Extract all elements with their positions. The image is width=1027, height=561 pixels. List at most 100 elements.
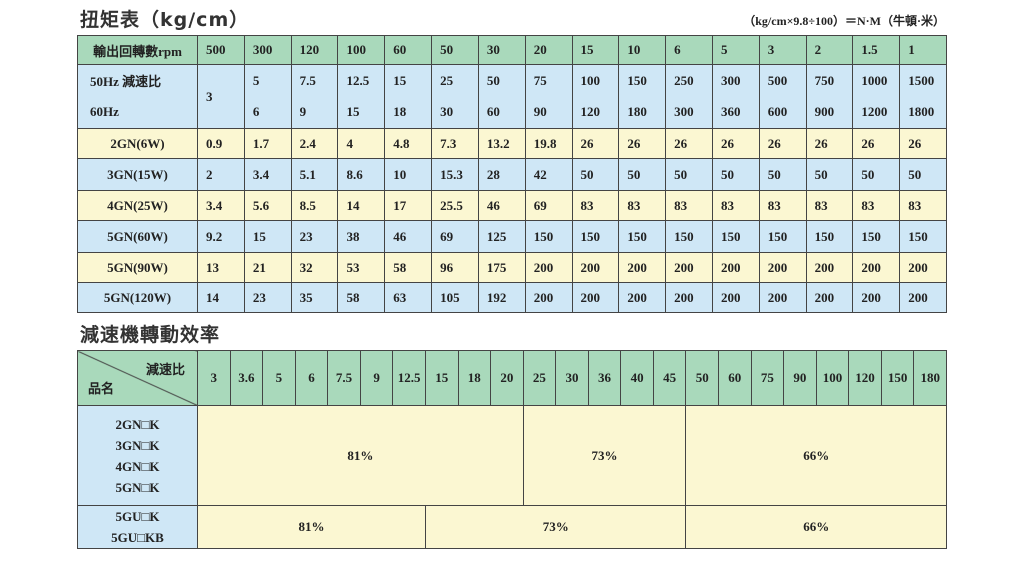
- torque-value: 9.2: [197, 220, 245, 253]
- torque-value: 83: [618, 190, 667, 221]
- torque-value: 200: [571, 282, 620, 313]
- rpm: 15: [571, 35, 620, 65]
- ratio: 300: [665, 96, 713, 129]
- ratio: 40: [620, 350, 654, 406]
- ratio: 25: [431, 64, 479, 97]
- ratio: 3.6: [229, 350, 264, 406]
- torque-value: 200: [899, 282, 947, 313]
- rpm: 20: [524, 35, 573, 65]
- ratio: 90: [783, 350, 817, 406]
- ratio: 300: [711, 64, 760, 97]
- torque-value: 63: [384, 282, 433, 313]
- ratio: 75: [750, 350, 785, 406]
- ratio: 1800: [899, 96, 947, 129]
- ratio: 120: [848, 350, 882, 406]
- torque-value: 150: [805, 220, 854, 253]
- ratio: 900: [805, 96, 854, 129]
- torque-value: 8.6: [337, 158, 386, 191]
- model: 5GN(120W): [77, 282, 198, 313]
- efficiency: 66%: [685, 405, 947, 506]
- torque-value: 83: [899, 190, 947, 221]
- rpm: 2: [805, 35, 854, 65]
- torque-value: 5.6: [243, 190, 292, 221]
- torque-value: 150: [899, 220, 947, 253]
- ratio: 7.5: [327, 350, 361, 406]
- ratio: 50: [685, 350, 719, 406]
- model-row: 2GN(6W) 0.9 1.7 2.4 4 4.8 7.3 13.2 19.8 26 26 26 26 2…: [77, 128, 947, 159]
- ratio: 360: [711, 96, 760, 129]
- group-row: 5GU□K 5GU□KB 81% 73% 66%: [77, 505, 947, 549]
- torque-value: 46: [477, 190, 526, 221]
- ratio: 15: [384, 64, 433, 97]
- torque-value: 14: [337, 190, 386, 221]
- torque-value: 83: [758, 190, 807, 221]
- ratio: 18: [384, 96, 433, 129]
- torque-value: 1.7: [243, 128, 292, 159]
- torque-value: 50: [571, 158, 620, 191]
- ratio: 1200: [852, 96, 901, 129]
- torque-value: 50: [711, 158, 760, 191]
- rpm: 500: [197, 35, 245, 65]
- model: 5GU□K: [115, 509, 160, 524]
- ratio: 5: [243, 64, 292, 97]
- torque-value: 25.5: [431, 190, 479, 221]
- ratio: 30: [555, 350, 589, 406]
- torque-value: 23: [243, 282, 292, 313]
- ratio: 90: [524, 96, 573, 129]
- ratio: 60: [718, 350, 752, 406]
- group-row: 2GN□K 3GN□K 4GN□K 5GN□K 81% 73% 66%: [77, 405, 947, 506]
- torque-value: 200: [711, 282, 760, 313]
- torque-value: 2: [197, 158, 245, 191]
- ratio: 9: [290, 96, 339, 129]
- torque-value: 0.9: [197, 128, 245, 159]
- torque-table: 輸出回轉數rpm 500 300 120 100 60 50 30 20 15 10 6 5 3 2 1.5 1…: [77, 35, 947, 313]
- torque-value: 28: [477, 158, 526, 191]
- torque-value: 26: [571, 128, 620, 159]
- torque-value: 26: [899, 128, 947, 159]
- torque-value: 200: [524, 282, 573, 313]
- torque-value: 13.2: [477, 128, 526, 159]
- torque-value: 150: [571, 220, 620, 253]
- efficiency-table: 減速比 品名 3 3.6 5 6 7.5 9 12.5 15 18 20 25 30 36 40 45 50 60 7…: [77, 350, 947, 549]
- torque-value: 125: [477, 220, 526, 253]
- torque-value: 200: [852, 282, 901, 313]
- ratio: 6: [294, 350, 329, 406]
- torque-value: 2.4: [290, 128, 339, 159]
- rpm: 1.5: [852, 35, 901, 65]
- ratio: 5: [262, 350, 296, 406]
- ratio: 30: [431, 96, 479, 129]
- torque-value: 200: [665, 282, 713, 313]
- torque-value: 58: [384, 252, 433, 283]
- torque-value: 50: [899, 158, 947, 191]
- model: 4GN□K: [115, 458, 160, 474]
- ratio-label: 減速比: [145, 362, 185, 377]
- ratio: 250: [665, 64, 713, 97]
- torque-value: 50: [805, 158, 854, 191]
- torque-value: 200: [571, 252, 620, 283]
- torque-value: 3.4: [197, 190, 245, 221]
- torque-value: 26: [805, 128, 854, 159]
- torque-value: 23: [290, 220, 339, 253]
- ratio: 100: [815, 350, 850, 406]
- efficiency: 81%: [197, 405, 524, 506]
- torque-value: 83: [665, 190, 713, 221]
- model-row: 3GN(15W) 2 3.4 5.1 8.6 10 15.3 28 42 50 50 50 50 50 50…: [77, 158, 947, 191]
- header-row: 輸出回轉數rpm 500 300 120 100 60 50 30 20 15 10 6 5 3 2 1.5 1: [77, 35, 947, 65]
- ratio: 180: [913, 350, 947, 406]
- ratio: 75: [524, 64, 573, 97]
- torque-value: 69: [524, 190, 573, 221]
- rpm: 1: [899, 35, 947, 65]
- rpm: 60: [384, 35, 433, 65]
- ratio-row-50: 50Hz 減速比 3 5 7.5 12.5 15 25 50 75 100 150 250 300 500…: [77, 64, 947, 129]
- model-row: 5GN(60W) 9.2 15 23 38 46 69 125 150 150 150 150 150 1…: [77, 220, 947, 253]
- torque-value: 15: [243, 220, 292, 253]
- torque-value: 200: [524, 252, 573, 283]
- efficiency-title: 減速機轉動效率: [80, 324, 221, 346]
- torque-value: 69: [431, 220, 479, 253]
- rpm: 120: [290, 35, 339, 65]
- rpm: 30: [477, 35, 526, 65]
- torque-value: 50: [758, 158, 807, 191]
- ratio: 150: [618, 64, 667, 97]
- model: 5GN□K: [115, 479, 160, 495]
- torque-value: 200: [758, 252, 807, 283]
